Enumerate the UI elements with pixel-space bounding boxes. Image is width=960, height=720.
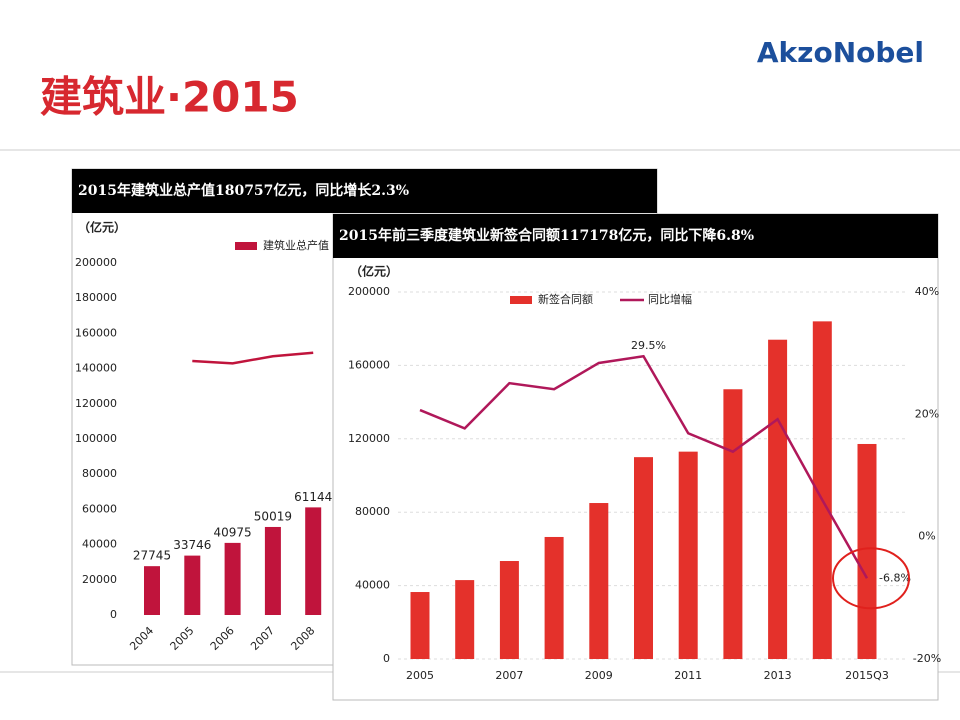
line [419, 354, 869, 579]
y-axis-title: （亿元） [350, 264, 398, 279]
legend-swatch [510, 296, 532, 304]
y-tick-label: 100000 [75, 432, 117, 445]
legend-label: 同比增幅 [648, 292, 692, 306]
bar [768, 339, 788, 659]
y2-tick-label: 20% [915, 407, 939, 420]
bar [723, 389, 743, 659]
y2-tick-label: 0% [918, 530, 935, 543]
title-bar [72, 169, 657, 213]
x-tick-label: 2013 [764, 669, 792, 682]
bar [678, 451, 698, 659]
y-axis-title: （亿元） [78, 220, 126, 235]
y-tick-label: 40000 [355, 579, 390, 592]
chart-title: 2015年前三季度建筑业新签合同额117178亿元，同比下降6.8% [339, 227, 754, 244]
value-label: 27745 [133, 549, 171, 563]
bar [857, 443, 877, 659]
y-tick-label: 120000 [75, 397, 117, 410]
y-tick-label: 200000 [75, 256, 117, 269]
highlight-circle [832, 547, 910, 610]
legend-label: 建筑业总产值 [263, 238, 329, 252]
bar [589, 503, 609, 659]
y-tick-label: 80000 [82, 467, 117, 480]
bar [224, 542, 241, 615]
bar [812, 321, 832, 659]
chart-new-contracts: 2015年前三季度建筑业新签合同额117178亿元，同比下降6.8% （亿元） 0 4… [332, 213, 941, 701]
bar [144, 566, 160, 615]
y-tick-label: 160000 [75, 326, 117, 339]
value-label: 50019 [254, 509, 292, 523]
y2-tick-label: 40% [915, 285, 939, 298]
value-label: 33746 [173, 538, 211, 552]
legend-label: 新签合同额 [538, 292, 593, 306]
value-label: -6.8% [879, 571, 911, 584]
line [192, 351, 314, 365]
logo: AkzoNobel [757, 36, 924, 69]
x-tick-label: 2015Q3 [845, 669, 889, 682]
bar [455, 580, 475, 659]
y-tick-label: 20000 [82, 573, 117, 586]
bar [305, 507, 322, 615]
legend-swatch [235, 242, 257, 250]
value-label: 29.5% [631, 339, 666, 352]
bar [184, 555, 201, 615]
x-tick-label: 2005 [406, 669, 434, 682]
y-tick-label: 200000 [348, 285, 390, 298]
x-tick-label: 2011 [674, 669, 702, 682]
y-tick-label: 0 [110, 608, 117, 621]
y-tick-label: 180000 [75, 291, 117, 304]
y-tick-label: 0 [383, 652, 390, 665]
value-label: 40975 [214, 525, 252, 539]
y2-tick-label: -20% [913, 652, 941, 665]
x-tick-label: 2009 [585, 669, 613, 682]
bar [264, 526, 281, 615]
y-tick-label: 160000 [348, 358, 390, 371]
y-tick-label: 120000 [348, 432, 390, 445]
x-tick-label: 2007 [495, 669, 523, 682]
slide-title: 建筑业·2015 [40, 73, 299, 122]
value-label: 61144 [294, 490, 332, 504]
bar [410, 592, 430, 659]
bar [499, 561, 519, 659]
y-tick-label: 40000 [82, 538, 117, 551]
chart-title: 2015年建筑业总产值180757亿元，同比增长2.3% [78, 182, 409, 199]
bar [544, 536, 564, 659]
y-tick-label: 80000 [355, 505, 390, 518]
bar [634, 457, 653, 659]
y-tick-label: 140000 [75, 362, 117, 375]
title-bar [333, 214, 938, 258]
y-tick-label: 60000 [82, 502, 117, 515]
